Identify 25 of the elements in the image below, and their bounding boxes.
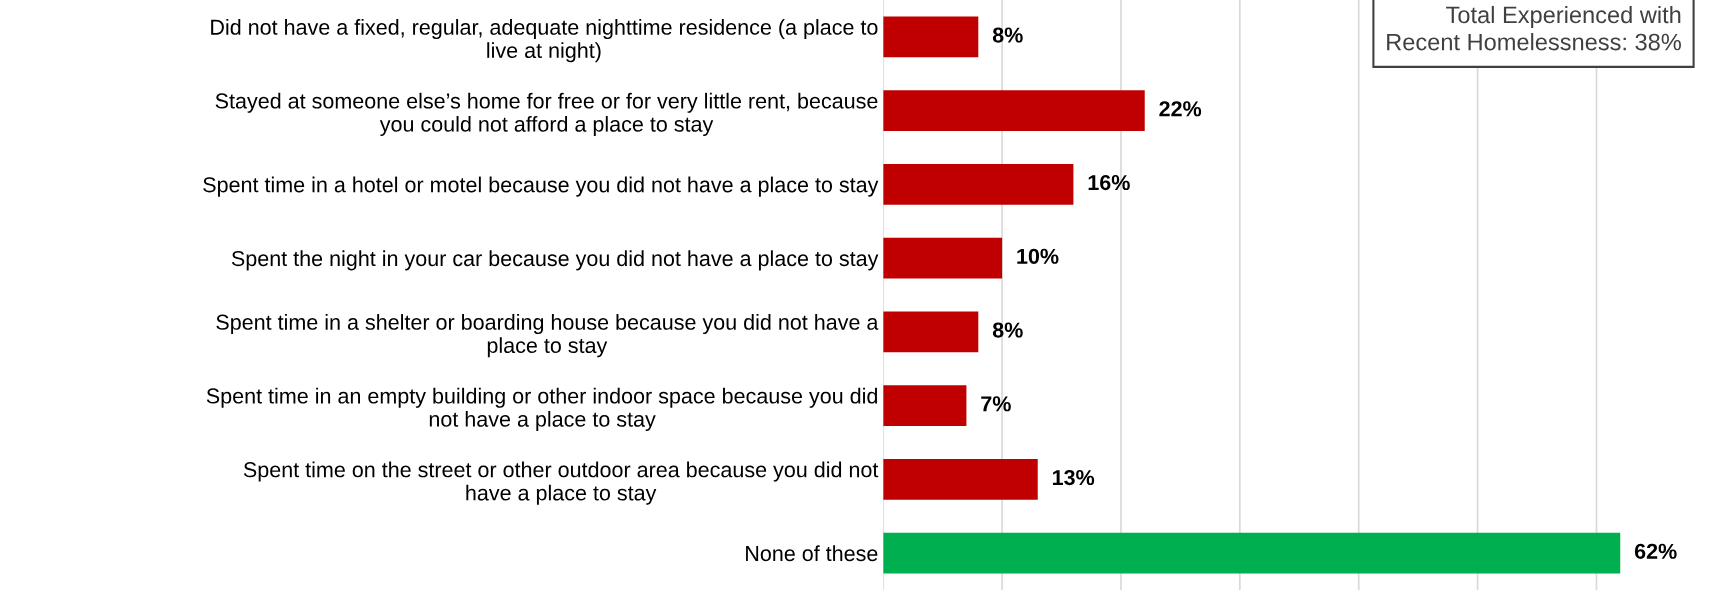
bar bbox=[883, 532, 1621, 574]
bar bbox=[883, 311, 979, 353]
data-label: 8% bbox=[992, 27, 1023, 43]
data-label: 62% bbox=[1634, 543, 1677, 559]
bar bbox=[883, 90, 1145, 131]
bar bbox=[883, 164, 1074, 205]
y-tick-label: Spent time in a shelter or boarding house because you did not have a place to stay bbox=[216, 314, 879, 358]
y-tick-label: Spent time on the street or other outdoor area because you did not have a place to stay bbox=[243, 461, 879, 505]
y-tick-label: Spent time in an empty building or other indoor space because you did not have a place to stay bbox=[206, 387, 877, 432]
bar bbox=[883, 385, 967, 426]
y-tick-label: Spent the night in your car because you did not have a place to stay bbox=[231, 250, 879, 271]
data-label: 10% bbox=[1017, 248, 1059, 264]
annotation: Total Experienced with Recent Homelessness: 38% bbox=[1387, 5, 1681, 51]
y-tick-label: None of these bbox=[746, 545, 878, 562]
bar bbox=[883, 16, 979, 58]
y-tick-label: Spent time in a hotel or motel because you did not have a place to stay bbox=[203, 176, 879, 197]
data-label: 13% bbox=[1052, 469, 1095, 486]
data-label: 16% bbox=[1088, 174, 1130, 191]
bar bbox=[883, 237, 1003, 279]
y-tick-label: Did not have a fixed, regular, adequate nighttime residence (a place to live at night) bbox=[211, 19, 878, 63]
bar bbox=[883, 459, 1038, 500]
y-tick-label: Stayed at someone else’s home for free or for very little rent, because you could not afford a place to stay bbox=[215, 92, 878, 137]
data-label: 22% bbox=[1159, 101, 1202, 117]
data-label: 8% bbox=[992, 322, 1023, 338]
data-label: 7% bbox=[981, 396, 1011, 412]
